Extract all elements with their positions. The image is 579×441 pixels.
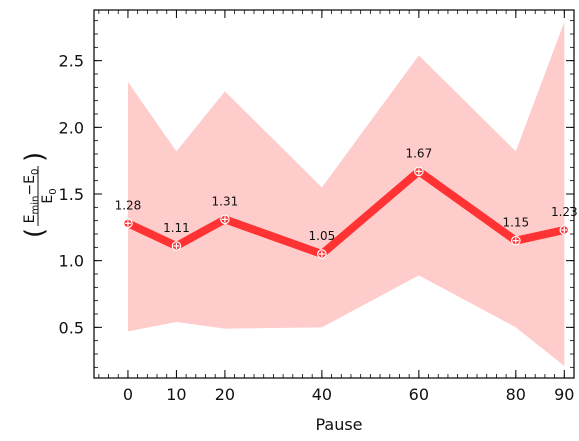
y-axis-paren-right: ) [20, 152, 50, 162]
y-tick-label: 1.0 [59, 252, 84, 271]
y-axis-paren-left: ( [20, 228, 50, 238]
data-point [171, 241, 182, 251]
y-axis-numerator: Emin−E0 [22, 169, 41, 224]
x-tick-label: 10 [166, 385, 186, 404]
x-tick-label: 80 [506, 385, 526, 404]
x-tick-label: 60 [409, 385, 429, 404]
y-tick-label: 0.5 [59, 318, 84, 337]
data-label: 1.23 [551, 205, 578, 219]
y-tick-label: 2.0 [59, 118, 84, 137]
x-tick-label: 90 [554, 385, 574, 404]
data-point [559, 225, 570, 235]
data-label: 1.15 [502, 216, 529, 230]
data-point [123, 218, 133, 229]
axes-layer: 0 10 20 40 60 80 90 0.5 1.0 1.5 2.0 2.5 [59, 9, 575, 404]
x-tick-label: 0 [123, 385, 133, 404]
x-axis-title: Pause [315, 415, 362, 434]
data-label: 1.05 [309, 229, 336, 243]
x-tick-label: 20 [215, 385, 235, 404]
y-tick-label: 1.5 [59, 185, 84, 204]
plot-layer: 1.28 1.11 1.31 1.05 1.67 1.15 1.23 [115, 22, 578, 366]
data-label: 1.31 [212, 194, 239, 208]
y-axis-denominator: E0 [40, 188, 59, 203]
data-label: 1.11 [163, 221, 190, 235]
y-axis-title: ( Emin−E0 E0 ) [20, 152, 59, 238]
data-point [414, 166, 424, 177]
data-label: 1.67 [405, 146, 432, 160]
y-tick-label: 2.5 [59, 52, 84, 71]
data-label: 1.28 [115, 198, 142, 212]
data-point [511, 235, 521, 246]
x-tick-label: 40 [312, 385, 332, 404]
data-point [220, 214, 230, 225]
plot-clipped [123, 22, 570, 366]
confidence-band [127, 22, 565, 366]
data-point [317, 249, 327, 259]
